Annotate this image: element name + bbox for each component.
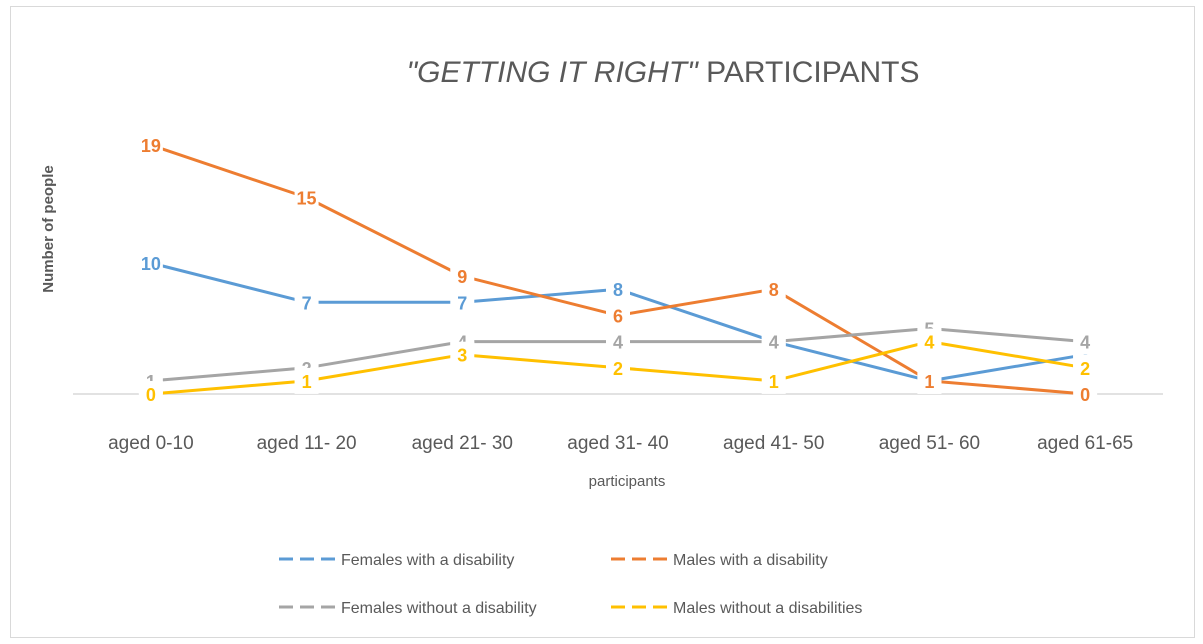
data-label: 10 bbox=[141, 254, 161, 274]
data-label: 8 bbox=[769, 280, 779, 300]
data-label-background bbox=[761, 276, 786, 303]
legend-item: Males with a disability bbox=[611, 552, 828, 569]
legend-item: Females without a disability bbox=[279, 600, 537, 617]
line-chart: "GETTING IT RIGHT" PARTICIPANTS Number o… bbox=[40, 56, 1163, 617]
data-label: 1 bbox=[924, 372, 934, 392]
data-label-background bbox=[450, 341, 475, 368]
data-label-background bbox=[294, 289, 319, 316]
x-tick-label: aged 21- 30 bbox=[412, 433, 513, 454]
data-label-background bbox=[138, 381, 163, 407]
data-label-background bbox=[294, 367, 319, 394]
data-label-background bbox=[138, 132, 163, 159]
data-label: 4 bbox=[769, 333, 779, 353]
data-label-background bbox=[1073, 354, 1098, 381]
legend-label: Females without a disability bbox=[341, 600, 537, 617]
x-tick-label: aged 0-10 bbox=[108, 433, 194, 454]
data-label: 8 bbox=[613, 280, 623, 300]
data-label-background bbox=[606, 328, 630, 355]
data-label-background bbox=[606, 354, 630, 381]
data-label: 1 bbox=[769, 372, 779, 392]
legend-label: Males with a disability bbox=[673, 552, 828, 569]
x-tick-label: aged 11- 20 bbox=[257, 433, 357, 454]
legend-label: Females with a disability bbox=[341, 552, 514, 569]
data-label: 2 bbox=[613, 359, 623, 379]
data-label-background bbox=[294, 184, 319, 211]
data-label-background bbox=[450, 263, 475, 290]
data-label: 7 bbox=[457, 293, 467, 313]
data-label-background bbox=[606, 276, 630, 303]
data-label-background bbox=[761, 328, 786, 355]
data-label-background bbox=[1073, 328, 1098, 355]
x-tick-label: aged 31- 40 bbox=[567, 433, 668, 454]
data-label: 6 bbox=[613, 306, 623, 326]
y-axis-title: Number of people bbox=[40, 165, 57, 293]
data-label: 0 bbox=[1080, 385, 1090, 405]
chart-title-quoted: "GETTING IT RIGHT" bbox=[406, 56, 699, 89]
x-axis-ticks: aged 0-10 aged 11- 20 aged 21- 30 aged 31- … bbox=[108, 433, 1133, 454]
legend-item: Males without a disabilities bbox=[611, 600, 862, 617]
data-label-background bbox=[761, 367, 786, 394]
data-label-background bbox=[1073, 381, 1098, 407]
data-label-background bbox=[450, 289, 475, 316]
data-label: 0 bbox=[146, 385, 156, 405]
data-label: 4 bbox=[1080, 333, 1090, 353]
chart-frame: "GETTING IT RIGHT" PARTICIPANTS Number o… bbox=[10, 6, 1195, 638]
data-label: 15 bbox=[297, 189, 317, 209]
data-label: 4 bbox=[924, 333, 934, 353]
legend-label: Males without a disabilities bbox=[673, 600, 862, 617]
data-label: 7 bbox=[302, 293, 312, 313]
legend-item: Females with a disability bbox=[279, 552, 514, 569]
x-axis-title: participants bbox=[589, 473, 666, 490]
chart-title-rest: PARTICIPANTS bbox=[698, 56, 920, 89]
data-label-background bbox=[138, 250, 163, 276]
data-label: 9 bbox=[457, 267, 467, 287]
chart-title: "GETTING IT RIGHT" PARTICIPANTS bbox=[406, 56, 919, 89]
data-labels: 1077841319159681012444540132142 bbox=[138, 132, 1098, 407]
data-label: 4 bbox=[613, 333, 623, 353]
data-label-background bbox=[917, 328, 942, 355]
x-tick-label: aged 41- 50 bbox=[723, 433, 824, 454]
x-tick-label: aged 61-65 bbox=[1037, 433, 1133, 454]
data-label: 1 bbox=[302, 372, 312, 392]
data-label-background bbox=[606, 302, 630, 329]
data-label: 2 bbox=[1080, 359, 1090, 379]
x-tick-label: aged 51- 60 bbox=[879, 433, 980, 454]
data-label: 19 bbox=[141, 136, 161, 156]
data-label: 3 bbox=[457, 346, 467, 366]
legend: Females with a disability Males with a di… bbox=[279, 552, 862, 617]
data-label-background bbox=[917, 367, 942, 394]
